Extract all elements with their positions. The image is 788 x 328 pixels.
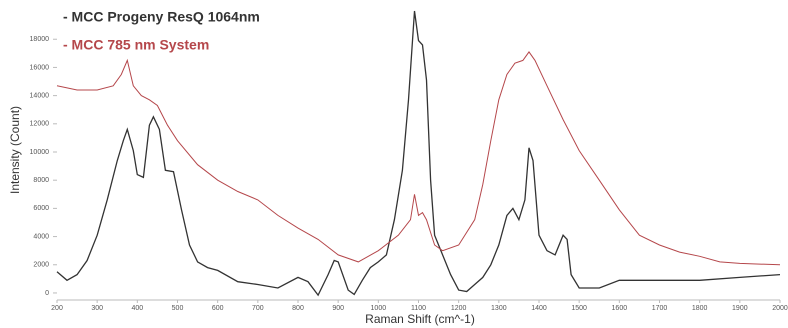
- x-tick-label: 1400: [531, 305, 547, 312]
- y-tick-label: 14000: [30, 92, 50, 99]
- x-tick-label: 1100: [411, 305, 426, 312]
- x-tick-label: 2000: [772, 305, 788, 312]
- x-tick-label: 1000: [371, 305, 387, 312]
- y-tick-label: 6000: [33, 205, 49, 212]
- y-axis-label: Intensity (Count): [8, 106, 22, 194]
- x-tick-label: 1900: [732, 305, 748, 312]
- y-tick-label: 2000: [33, 262, 49, 269]
- y-tick-label: 0: [45, 290, 49, 297]
- x-tick-label: 400: [131, 305, 143, 312]
- x-tick-label: 600: [212, 305, 224, 312]
- x-tick-label: 200: [51, 305, 63, 312]
- y-tick-label: 4000: [33, 233, 49, 240]
- x-tick-label: 1300: [491, 305, 507, 312]
- x-axis-label: Raman Shift (cm^-1): [365, 312, 475, 326]
- x-tick-label: 1800: [692, 305, 708, 312]
- x-tick-label: 900: [332, 305, 344, 312]
- y-tick-label: 16000: [30, 64, 50, 71]
- x-tick-label: 700: [252, 305, 264, 312]
- x-tick-label: 1500: [571, 305, 587, 312]
- x-tick-label: 1600: [612, 305, 628, 312]
- x-tick-label: 300: [91, 305, 103, 312]
- x-tick-label: 1700: [652, 305, 668, 312]
- x-tick-label: 500: [172, 305, 184, 312]
- y-tick-label: 18000: [30, 36, 50, 43]
- y-tick-label: 10000: [30, 149, 50, 156]
- legend-label: - MCC 785 nm System: [63, 37, 209, 53]
- y-tick-label: 12000: [30, 121, 50, 128]
- legend-label: - MCC Progeny ResQ 1064nm: [63, 9, 260, 25]
- x-tick-label: 1200: [451, 305, 467, 312]
- series-line: [56, 51, 781, 266]
- series-line: [56, 10, 781, 297]
- x-tick-label: 800: [292, 305, 304, 312]
- y-tick-label: 8000: [33, 177, 49, 184]
